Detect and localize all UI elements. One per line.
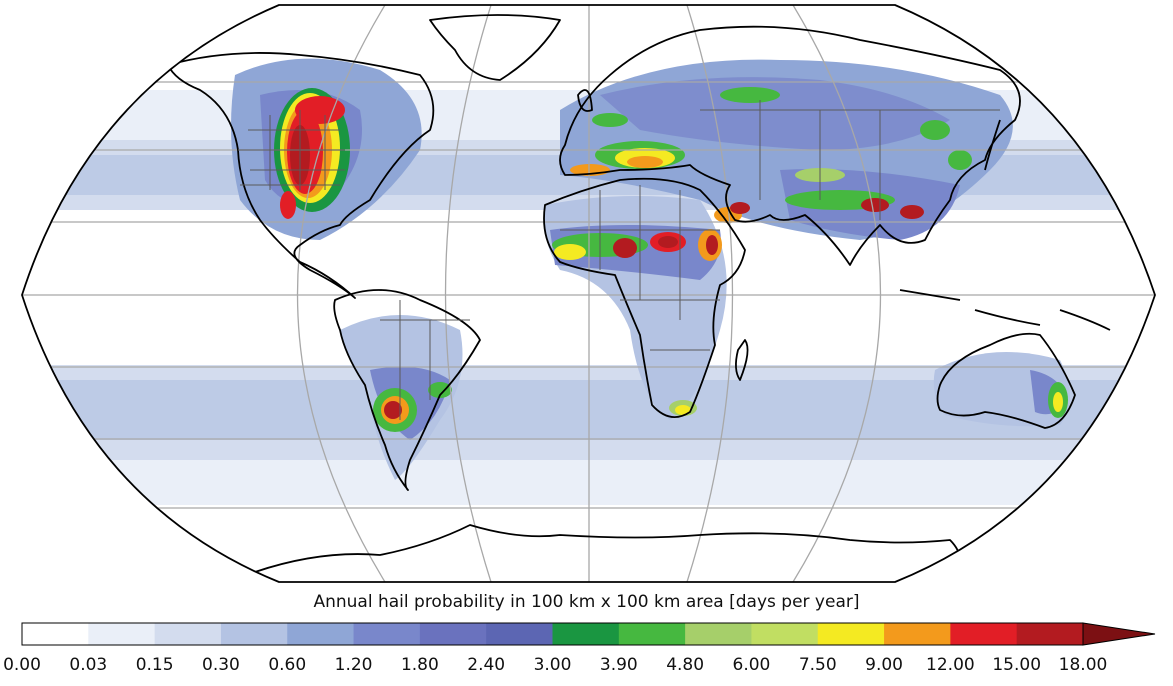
colorbar-tick-label: 15.00: [992, 655, 1042, 675]
colorbar-segment: [817, 623, 885, 645]
coastlines: [167, 14, 1111, 581]
colorbar-tick-label: 4.80: [666, 655, 705, 675]
colorbar-tick-label: 2.40: [467, 655, 506, 675]
colorbar-segment: [419, 623, 487, 645]
colorbar-segment: [22, 623, 89, 645]
colorbar-extend-arrow: [1082, 622, 1156, 646]
colorbar-ticks: 0.00 0.03 0.15 0.30 0.60 1.20 1.80 2.40 3.00 3.90…: [0, 655, 1173, 681]
colorbar-segment: [950, 623, 1018, 645]
colorbar-tick-label: 7.50: [798, 655, 837, 675]
colorbar-tick-label: 12.00: [926, 655, 975, 675]
colorbar-tick-label: 1.20: [334, 655, 373, 675]
colorbar-segment: [751, 623, 819, 645]
globe-outline: [21, 4, 1156, 583]
colorbar-tick-label: 9.00: [865, 655, 903, 675]
colorbar-border: [21, 622, 1084, 646]
graticule: [22, 5, 1155, 582]
colorbar-tick-label: 0.00: [3, 655, 41, 675]
hail-probability-map: [21, 4, 1156, 583]
colorbar-segment: [88, 623, 156, 645]
colorbar-tick-label: 0.60: [268, 655, 307, 675]
colorbar-segment: [552, 623, 620, 645]
colorbar-tick-label: 6.00: [732, 655, 771, 675]
colorbar-tick-label: 0.30: [202, 655, 240, 675]
colorbar-segment: [884, 623, 951, 645]
colorbar-tick-label: 1.80: [400, 655, 439, 675]
colorbar-segment: [685, 623, 752, 645]
colorbar-segment: [154, 623, 222, 645]
colorbar-segment: [618, 623, 686, 645]
colorbar-tick-label: 3.90: [599, 655, 638, 675]
colorbar-segment: [353, 623, 421, 645]
country-borders: [238, 100, 1000, 420]
colorbar-tick-label: 18.00: [1058, 655, 1108, 675]
colorbar-tick-label: 3.00: [533, 655, 572, 675]
colorbar-segment: [220, 623, 288, 645]
colorbar: [21, 622, 1156, 646]
colorbar-segment: [287, 623, 355, 645]
colorbar-tick-label: 0.15: [135, 655, 174, 675]
colorbar-tick-label: 0.03: [69, 655, 108, 675]
colorbar-segment: [1016, 623, 1084, 645]
colorbar-title: Annual hail probability in 100 km x 100 …: [313, 592, 860, 612]
colorbar-segment: [486, 623, 553, 645]
